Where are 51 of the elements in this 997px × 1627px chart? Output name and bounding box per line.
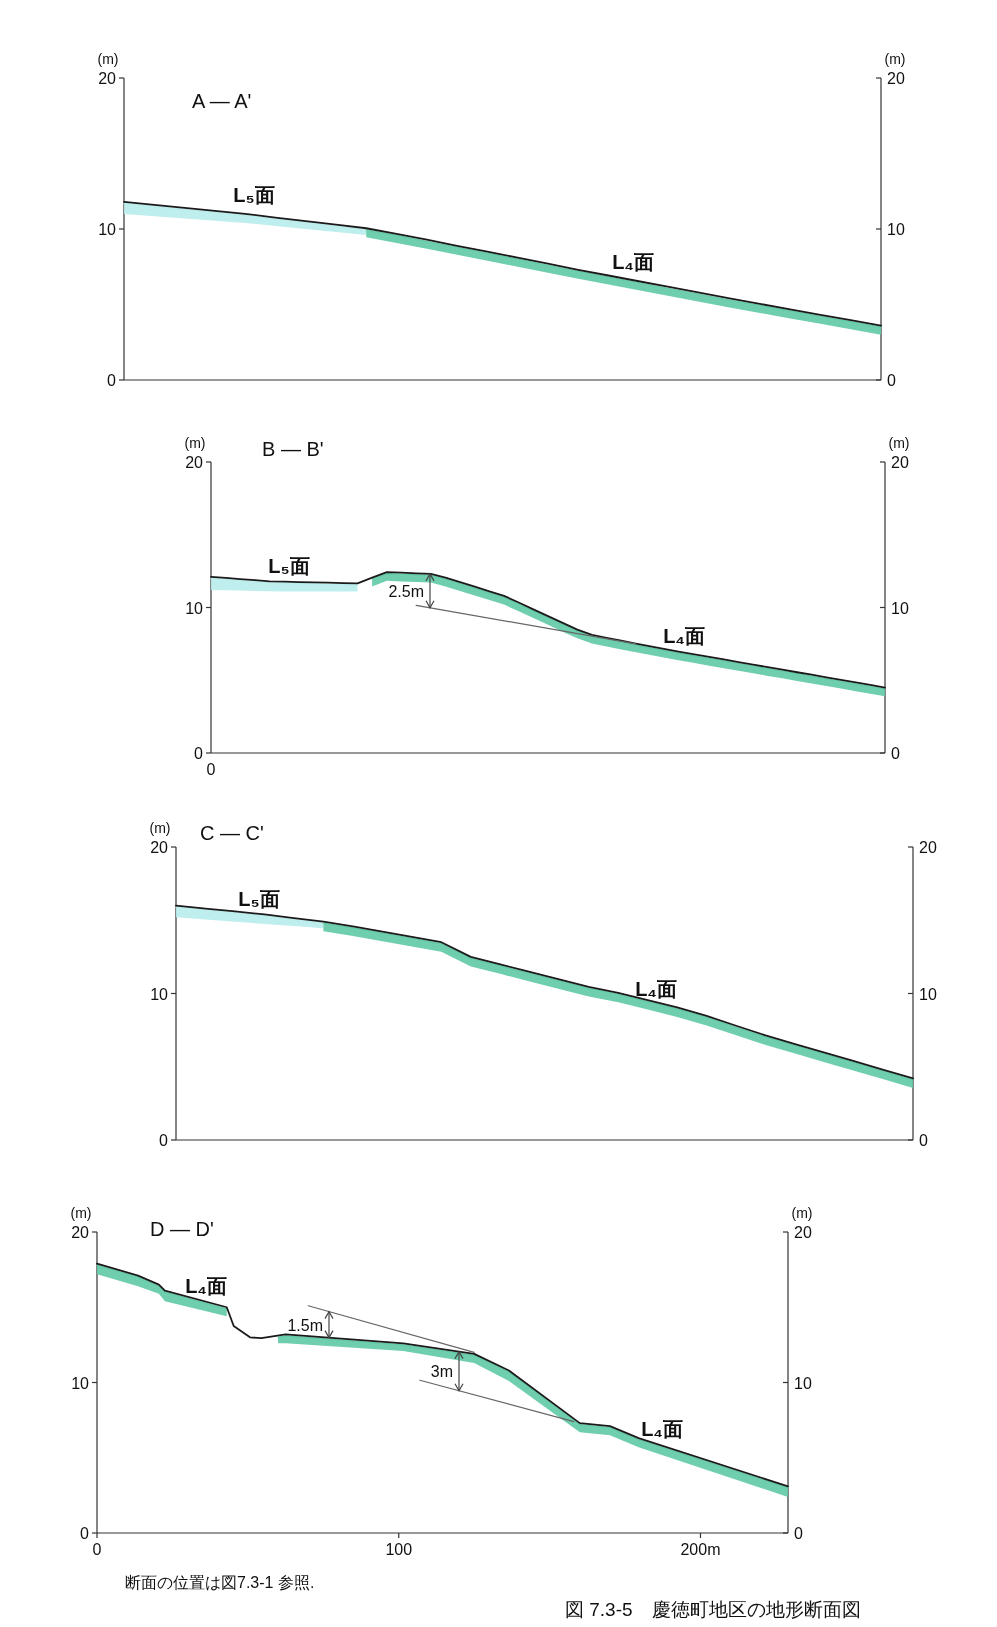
y2-tick-label: 10 [891,599,909,617]
chart-title: D — D' [150,1218,214,1240]
annotation: L₄面 [635,978,677,1000]
annotation: L₅面 [268,555,310,577]
line-series [96,1262,789,1488]
annotation: L₅面 [233,184,275,206]
y2-tick-label: 20 [794,1224,812,1241]
y2-tick-label: 0 [794,1525,803,1542]
y-tick-label: 20 [71,1224,90,1241]
y-tick-label: 20 [98,70,117,87]
annotation: L₄面 [663,625,705,647]
text: A — A' [192,90,252,112]
y2-tick-label: 20 [891,454,909,471]
y-axis-title: (m) [149,820,171,836]
y-tick-label: 0 [194,745,204,762]
annotation: 3m [430,1363,453,1381]
y-tick-label: 10 [185,599,204,617]
y2-tick-label: 0 [919,1132,928,1149]
y2-axis-title: (m) [884,51,906,67]
x-tick-label: 200m [680,1541,721,1558]
x-tick-label: 100 [385,1541,413,1558]
annotation: 2.5m [388,582,424,600]
y-tick-label: 0 [107,372,117,389]
text: 断面の位置は図7.3-1 参照. [125,1574,315,1591]
y-tick-label: 0 [80,1525,90,1542]
y2-tick-label: 0 [887,372,896,389]
y2-tick-label: 10 [794,1374,812,1392]
y2-tick-label: 10 [919,985,937,1003]
y-tick-label: 10 [98,221,117,238]
annotation: L₄面 [612,251,654,273]
y-tick-label: 0 [159,1132,169,1149]
y2-tick-label: 20 [887,70,905,87]
y-axis-title: (m) [97,51,119,67]
annotation: L₄面 [185,1275,227,1297]
y2-tick-label: 10 [887,221,905,238]
y-tick-label: 10 [150,985,169,1003]
annotation: 1.5m [287,1316,323,1334]
y-axis-title: (m) [70,1205,92,1221]
chart-title: C — C' [200,822,264,844]
y-tick-label: 20 [150,839,169,856]
annotation: L₅面 [238,888,280,910]
y-tick-label: 20 [185,454,204,471]
annotation: L₄面 [641,1418,683,1440]
y2-axis-title: (m) [888,435,910,451]
caption: 図 7.3-5 慶徳町地区の地形断面図 [565,1599,861,1620]
y-tick-label: 10 [71,1374,90,1392]
chart-title: B — B' [262,438,324,460]
y-axis-title: (m) [184,435,206,451]
y2-tick-label: 0 [891,745,900,762]
y2-tick-label: 20 [919,839,937,856]
y2-axis-title: (m) [791,1205,813,1221]
